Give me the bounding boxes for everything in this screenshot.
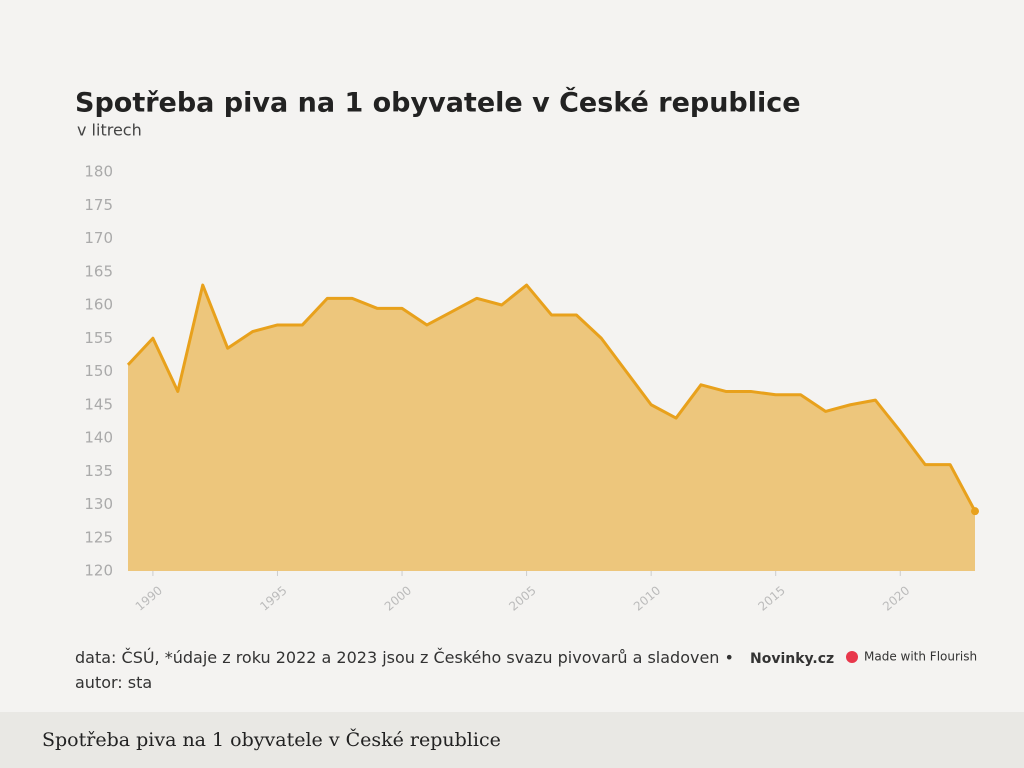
y-tick-label: 160 — [84, 296, 113, 314]
y-tick-label: 155 — [84, 329, 113, 347]
brand: Novinky.cz — [750, 651, 834, 667]
source-note: data: ČSÚ, *údaje z roku 2022 a 2023 jso… — [75, 648, 734, 692]
flourish-icon — [846, 651, 858, 663]
line — [126, 283, 977, 512]
y-tick-label: 140 — [84, 429, 113, 447]
y-tick-label: 180 — [84, 163, 113, 181]
y-tick-label: 150 — [84, 362, 113, 380]
area — [128, 285, 975, 571]
y-tick-label: 175 — [84, 196, 113, 214]
source-box: data: ČSÚ, *údaje z roku 2022 a 2023 jso… — [75, 648, 734, 692]
caption: Spotřeba piva na 1 obyvatele v České rep… — [42, 728, 501, 751]
y-tick-label: 125 — [84, 528, 113, 546]
y-tick-label: 170 — [84, 229, 113, 247]
y-tick-label: 135 — [84, 462, 113, 480]
chart-subtitle: v litrech — [77, 121, 142, 140]
y-tick-label: 145 — [84, 395, 113, 413]
y-tick-label: 165 — [84, 262, 113, 280]
y-tick-label: 130 — [84, 495, 113, 513]
credit: Made with Flourish — [864, 650, 977, 664]
chart-title: Spotřeba piva na 1 obyvatele v České rep… — [75, 87, 801, 119]
end-marker — [971, 507, 979, 516]
y-tick-label: 120 — [84, 562, 113, 580]
